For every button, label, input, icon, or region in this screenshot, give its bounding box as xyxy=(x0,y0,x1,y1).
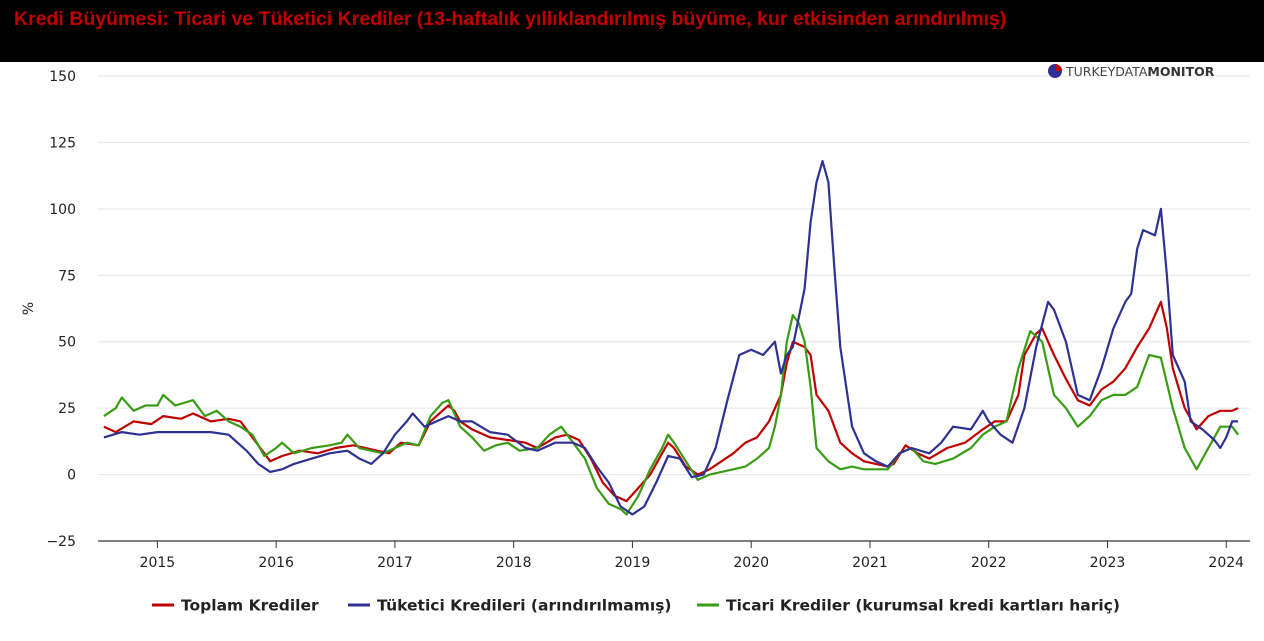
series-line-0 xyxy=(103,300,1239,503)
x-tick-label: 2017 xyxy=(377,555,413,571)
x-tick-label: 2021 xyxy=(852,555,888,571)
x-tick-label: 2020 xyxy=(733,555,769,571)
legend-item-1[interactable]: Tüketici Kredileri (arındırılmamış) xyxy=(348,597,672,615)
legend: Toplam Krediler Tüketici Kredileri (arınd… xyxy=(152,597,1120,615)
legend-label: Tüketici Kredileri (arındırılmamış) xyxy=(377,597,672,615)
series-line-2 xyxy=(103,314,1239,516)
logo-text: TURKEYDATAMONITOR xyxy=(1065,64,1215,79)
legend-label: Ticari Krediler (kurumsal kredi kartları… xyxy=(726,597,1120,615)
legend-item-0[interactable]: Toplam Krediler xyxy=(152,597,319,615)
x-tick-label: 2018 xyxy=(496,555,532,571)
y-tick-label: 150 xyxy=(49,69,76,85)
x-axis-ticks: 2015 2016 2017 2018 2019 2020 2021 2022 2023 2024 xyxy=(140,541,1244,571)
logo-globe-accent-icon xyxy=(1055,64,1062,71)
x-tick-label: 2024 xyxy=(1208,555,1244,571)
logo-text-light: TURKEYDATA xyxy=(1065,64,1148,79)
logo-text-bold: MONITOR xyxy=(1147,64,1214,79)
y-tick-label: 100 xyxy=(49,202,76,218)
y-tick-label: 25 xyxy=(58,401,76,417)
x-tick-label: 2023 xyxy=(1090,555,1126,571)
series-line-1 xyxy=(103,159,1239,516)
series-lines xyxy=(103,159,1239,516)
turkeydatamonitor-logo: TURKEYDATAMONITOR xyxy=(1048,64,1215,79)
y-axis-ticks: −25 0 25 50 75 100 125 150 xyxy=(46,69,76,550)
chart-header: Kredi Büyümesi: Ticari ve Tüketici Kredi… xyxy=(0,0,1264,62)
y-tick-label: 125 xyxy=(49,135,76,151)
grid-lines xyxy=(98,75,1250,476)
y-axis-label: % xyxy=(21,302,37,315)
y-tick-label: 75 xyxy=(58,268,76,284)
y-tick-label: 0 xyxy=(67,468,76,484)
x-tick-label: 2016 xyxy=(258,555,294,571)
y-tick-label: 50 xyxy=(58,335,76,351)
x-tick-label: 2019 xyxy=(615,555,651,571)
y-tick-label: −25 xyxy=(46,534,76,550)
x-tick-label: 2022 xyxy=(971,555,1007,571)
x-tick-label: 2015 xyxy=(140,555,176,571)
chart-title: Kredi Büyümesi: Ticari ve Tüketici Kredi… xyxy=(14,8,1007,30)
legend-label: Toplam Krediler xyxy=(181,597,319,615)
legend-item-2[interactable]: Ticari Krediler (kurumsal kredi kartları… xyxy=(697,597,1120,615)
